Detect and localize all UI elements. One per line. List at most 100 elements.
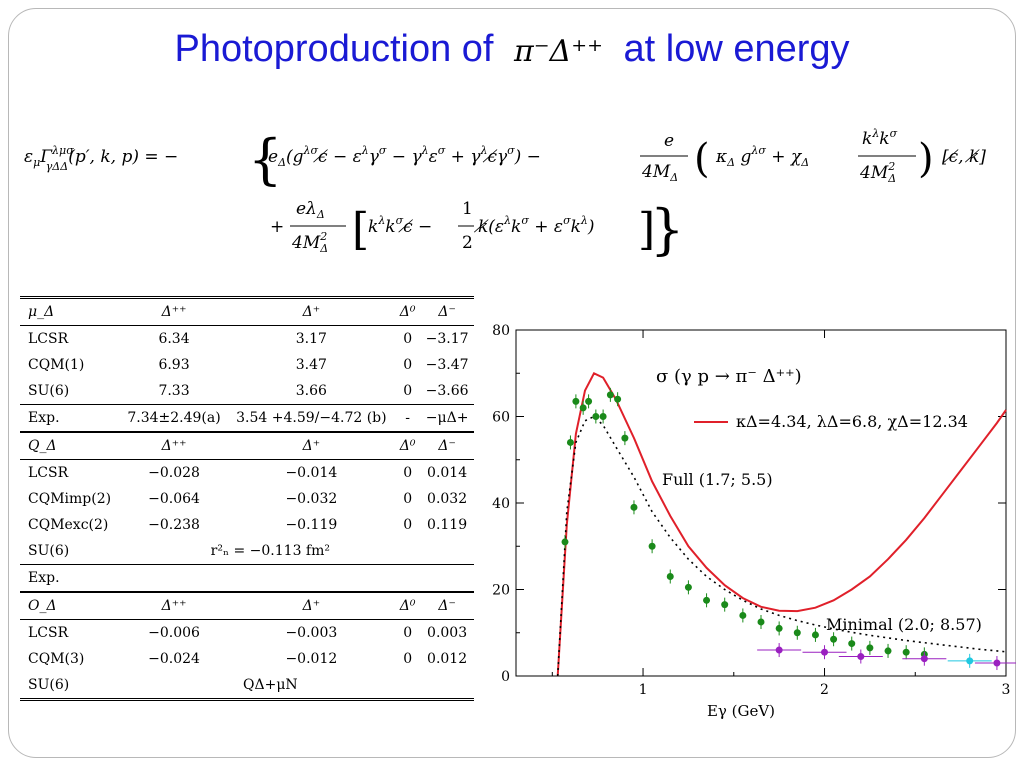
svg-text:kλkσ: kλkσ — [862, 127, 898, 149]
table-cell: −0.238 — [148, 517, 200, 533]
table-row: SU(6) r²ₙ = −0.113 fm² — [20, 538, 474, 565]
table-header-cell: Δ⁻ — [420, 431, 474, 460]
data-point — [630, 503, 638, 511]
data-point — [606, 391, 614, 399]
data-point — [811, 631, 819, 639]
data-point — [703, 596, 711, 604]
svg-text:kλkσϵ̸ −: kλkσϵ̸ − — [368, 214, 432, 237]
table-cell — [420, 672, 474, 701]
svg-text:1: 1 — [462, 199, 473, 219]
table-cell: 6.93 — [158, 357, 190, 373]
title-text-after: at low energy — [623, 28, 850, 70]
data-point — [848, 640, 856, 648]
chart-title: σ (γ p → π⁻ Δ⁺⁺) — [656, 366, 802, 387]
svg-text:κΔ gλσ + χΔ: κΔ gλσ + χΔ — [715, 144, 809, 169]
data-point — [648, 542, 656, 550]
data-point — [775, 646, 783, 654]
data-point — [585, 397, 593, 405]
y-tick-label: 20 — [492, 583, 510, 599]
table-cell: 0.119 — [427, 517, 468, 533]
y-tick-label: 60 — [492, 410, 510, 426]
table-header-cell: Δ⁺⁺ — [120, 296, 228, 326]
svg-text:[ϵ̸, k̸]: [ϵ̸, k̸] — [942, 147, 986, 167]
table-cell: −0.119 — [285, 517, 338, 533]
data-point — [684, 583, 692, 591]
table-row: CQMimp(2) −0.064 −0.032 0 0.032 — [20, 486, 474, 512]
table-cell: LCSR — [28, 465, 69, 481]
svg-text:]: ] — [638, 204, 655, 255]
table-cell — [395, 564, 421, 593]
table-cell — [120, 564, 228, 593]
y-tick-label: 80 — [492, 323, 510, 339]
data-point — [579, 404, 587, 412]
data-point — [566, 438, 574, 446]
table-row: CQMexc(2) −0.238 −0.119 0 0.119 — [20, 512, 474, 538]
table-cell: Exp. — [20, 564, 121, 593]
table-cell: 0 — [403, 331, 413, 347]
table-cell: CQM(1) — [28, 357, 85, 373]
formula-lhs: εμΓλμσ γΔΔ(p′, k, p) = − — [24, 144, 178, 173]
data-point — [721, 601, 729, 609]
title-text-before: Photoproduction of — [174, 28, 494, 70]
table-row: CQM(1) 6.93 3.47 0 −3.47 — [20, 352, 474, 378]
svg-text:k̸(ελkσ + εσkλ): k̸(ελkσ + εσkλ) — [473, 214, 594, 237]
data-point — [757, 618, 765, 626]
table-cell: 0 — [403, 625, 413, 641]
table-header-cell: Q_Δ — [20, 431, 121, 460]
data-point — [614, 395, 622, 403]
table-cell: CQM(3) — [28, 651, 85, 667]
table-header-cell: Δ⁰ — [395, 591, 421, 620]
data-point — [592, 413, 600, 420]
table-cell: 0.012 — [427, 651, 468, 667]
table-cell: −0.028 — [148, 465, 200, 481]
table-cell: 0 — [403, 651, 413, 667]
data-point — [993, 659, 1001, 667]
data-point — [793, 629, 801, 637]
table-cell: 7.34±2.49(a) — [120, 404, 228, 433]
table-cell: Exp. — [20, 404, 121, 433]
data-point — [866, 644, 874, 652]
table-cell — [420, 564, 474, 593]
table-cell: −0.003 — [285, 625, 338, 641]
data-point — [621, 434, 629, 442]
table-cell: −0.064 — [148, 491, 200, 507]
table-cell: 7.33 — [158, 383, 190, 399]
data-point — [857, 653, 865, 661]
table-header-cell: Δ⁺⁺ — [120, 431, 228, 460]
table-cell: −0.024 — [148, 651, 200, 667]
table-cell: SU(6) — [28, 543, 70, 559]
table-header-cell: Δ⁻ — [420, 591, 474, 620]
data-point — [572, 397, 580, 405]
svg-text:4MΔ: 4MΔ — [641, 162, 678, 184]
table-header-cell: Δ⁰ — [395, 431, 421, 460]
table-cell: 0 — [403, 517, 413, 533]
slide-frame — [8, 8, 1016, 758]
table-cell: SU(6) — [28, 383, 70, 399]
svg-text:(: ( — [694, 136, 710, 182]
table-header-cell: O_Δ — [20, 591, 121, 620]
title-math: π⁻Δ⁺⁺ — [514, 34, 603, 69]
table-cell: −0.012 — [285, 651, 338, 667]
table-cell: 0.032 — [427, 491, 468, 507]
data-point — [561, 538, 569, 546]
data-point — [666, 573, 674, 581]
table-cell: CQMimp(2) — [28, 491, 112, 507]
minimal-model-curve — [556, 415, 1007, 677]
svg-text:): ) — [918, 136, 934, 182]
table-cell: 0.014 — [427, 465, 468, 481]
table-cell: −0.006 — [148, 625, 200, 641]
table-cell: 3.54 +4.59/−4.72 (b) — [227, 404, 396, 433]
table-cell — [227, 564, 396, 593]
svg-text:[: [ — [352, 204, 369, 255]
table-cell: 0 — [403, 491, 413, 507]
table-cell — [420, 538, 474, 565]
table-row: LCSR −0.006 −0.003 0 0.003 — [20, 620, 474, 647]
vertex-formula: εμΓλμσ γΔΔ(p′, k, p) = − { eΔ(gλσϵ̸ − ελγ… — [24, 127, 986, 261]
table-header-cell: Δ⁰ — [395, 296, 421, 326]
table-cell: CQMexc(2) — [28, 517, 109, 533]
table-cell: LCSR — [28, 625, 69, 641]
table-cell: 3.17 — [295, 331, 327, 347]
table-cell: 0.003 — [427, 625, 468, 641]
